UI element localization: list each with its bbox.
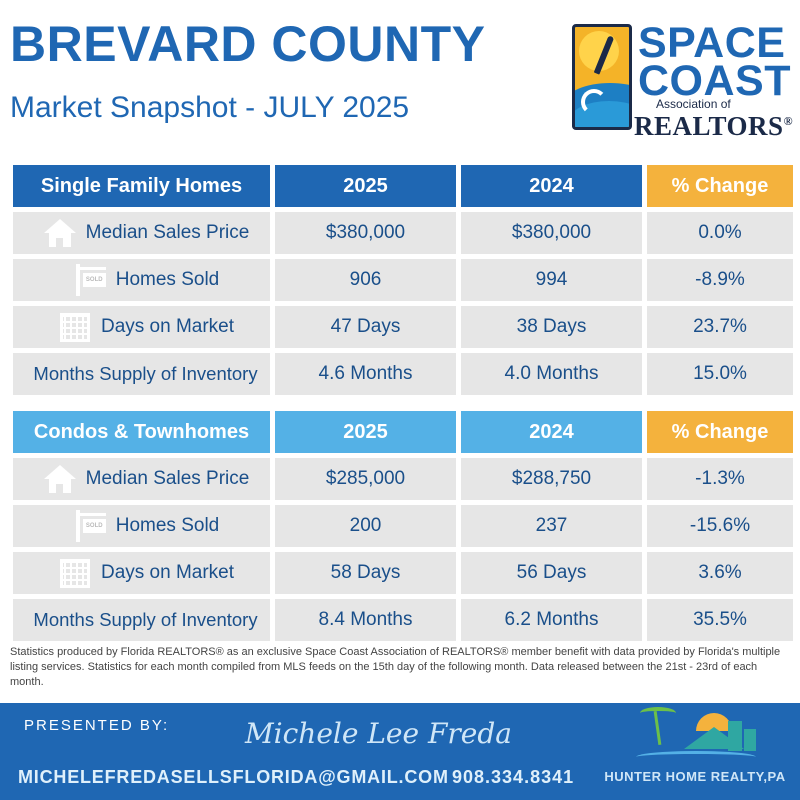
- value-change: 3.6%: [647, 552, 793, 594]
- logo-realtors-text: REALTORS®: [634, 111, 794, 141]
- table-row: Median Sales Price $285,000 $288,750 -1.…: [13, 458, 793, 500]
- sold-sign-icon: SOLD: [72, 510, 108, 542]
- single-family-header-row: Single Family Homes 2025 2024 % Change: [13, 165, 793, 207]
- row-label: Days on Market: [100, 316, 235, 337]
- row-label: Months Supply of Inventory: [13, 353, 270, 395]
- condos-townhomes-table: Condos & Townhomes 2025 2024 % Change Me…: [8, 406, 798, 646]
- value-2025: 58 Days: [275, 552, 456, 594]
- value-2025: 906: [275, 259, 456, 301]
- row-label: Median Sales Price: [85, 468, 250, 489]
- value-2025: $380,000: [275, 212, 456, 254]
- table-row: SOLD Homes Sold 906 994 -8.9%: [13, 259, 793, 301]
- value-2025: 4.6 Months: [275, 353, 456, 395]
- rocket-wave-icon: [572, 24, 632, 130]
- value-change: 35.5%: [647, 599, 793, 641]
- value-2024: 994: [461, 259, 642, 301]
- table-row: Days on Market 58 Days 56 Days 3.6%: [13, 552, 793, 594]
- agent-signature: Michele Lee Freda: [245, 717, 512, 750]
- sun-icon: [696, 713, 732, 731]
- value-2025: 47 Days: [275, 306, 456, 348]
- presented-by-label: PRESENTED BY:: [24, 717, 170, 734]
- agent-email[interactable]: MICHELEFREDASELLSFLORIDA@GMAIL.COM: [18, 767, 449, 787]
- row-label: Months Supply of Inventory: [13, 599, 270, 641]
- value-2024: $288,750: [461, 458, 642, 500]
- value-2024: 38 Days: [461, 306, 642, 348]
- space-coast-realtors-logo: SPACE COAST Association of REALTORS®: [572, 19, 793, 141]
- page-title: BREVARD COUNTY: [10, 16, 486, 72]
- page-subtitle: Market Snapshot - JULY 2025: [10, 91, 410, 124]
- table-row: Days on Market 47 Days 38 Days 23.7%: [13, 306, 793, 348]
- table-row: Months Supply of Inventory 4.6 Months 4.…: [13, 353, 793, 395]
- value-2024: 56 Days: [461, 552, 642, 594]
- condos-title: Condos & Townhomes: [13, 411, 270, 453]
- value-2025: $285,000: [275, 458, 456, 500]
- value-2024: 6.2 Months: [461, 599, 642, 641]
- agent-phone[interactable]: 908.334.8341: [452, 767, 575, 787]
- col-2024-header: 2024: [461, 411, 642, 453]
- single-family-table: Single Family Homes 2025 2024 % Change M…: [8, 160, 798, 400]
- col-2025-header: 2025: [275, 411, 456, 453]
- col-change-header: % Change: [647, 411, 793, 453]
- calendar-icon: [57, 557, 93, 589]
- value-change: -15.6%: [647, 505, 793, 547]
- col-2024-header: 2024: [461, 165, 642, 207]
- condos-header-row: Condos & Townhomes 2025 2024 % Change: [13, 411, 793, 453]
- value-change: -8.9%: [647, 259, 793, 301]
- value-2024: 4.0 Months: [461, 353, 642, 395]
- table-row: Months Supply of Inventory 8.4 Months 6.…: [13, 599, 793, 641]
- row-label: Median Sales Price: [85, 222, 250, 243]
- table-row: SOLD Homes Sold 200 237 -15.6%: [13, 505, 793, 547]
- value-change: 15.0%: [647, 353, 793, 395]
- hunter-home-realty-logo: HUNTER HOME REALTY,PA: [600, 705, 790, 797]
- logo-word-space: SPACE: [638, 19, 786, 67]
- row-label: Days on Market: [100, 562, 235, 583]
- logo-association-text: Association of: [656, 97, 731, 111]
- house-icon: [42, 217, 78, 249]
- table-row: Median Sales Price $380,000 $380,000 0.0…: [13, 212, 793, 254]
- row-label: Homes Sold: [115, 269, 220, 290]
- calendar-icon: [57, 311, 93, 343]
- statistics-footnote: Statistics produced by Florida REALTORS®…: [10, 646, 781, 688]
- presenter-footer: PRESENTED BY: Michele Lee Freda MICHELEF…: [0, 703, 800, 800]
- value-change: 23.7%: [647, 306, 793, 348]
- value-2024: 237: [461, 505, 642, 547]
- col-2025-header: 2025: [275, 165, 456, 207]
- house-icon: [42, 463, 78, 495]
- value-change: -1.3%: [647, 458, 793, 500]
- value-2025: 200: [275, 505, 456, 547]
- value-2025: 8.4 Months: [275, 599, 456, 641]
- col-change-header: % Change: [647, 165, 793, 207]
- sold-sign-icon: SOLD: [72, 264, 108, 296]
- single-family-title: Single Family Homes: [13, 165, 270, 207]
- value-change: 0.0%: [647, 212, 793, 254]
- logo-word-coast: COAST: [638, 57, 791, 105]
- value-2024: $380,000: [461, 212, 642, 254]
- brokerage-name: HUNTER HOME REALTY,PA: [604, 769, 786, 784]
- row-label: Homes Sold: [115, 515, 220, 536]
